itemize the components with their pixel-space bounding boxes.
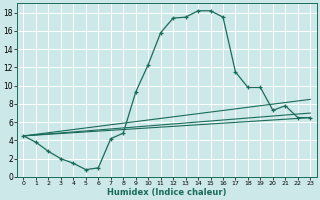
X-axis label: Humidex (Indice chaleur): Humidex (Indice chaleur) bbox=[107, 188, 227, 197]
